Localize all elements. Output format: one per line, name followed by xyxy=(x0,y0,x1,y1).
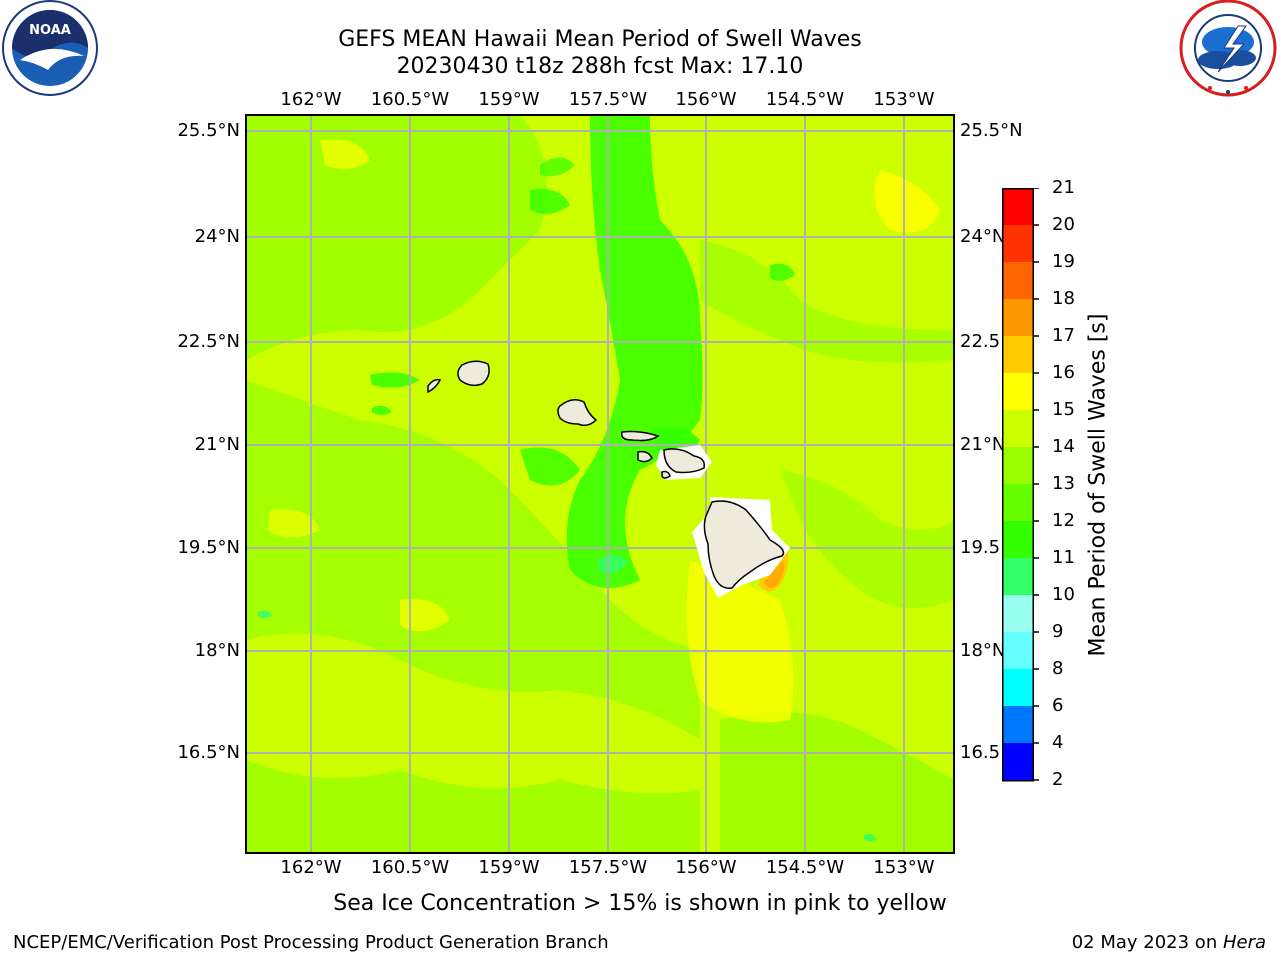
colorbar-tick-label: 8 xyxy=(1052,658,1064,679)
colorbar-segment xyxy=(1002,595,1034,632)
island-kauai xyxy=(457,360,490,387)
nws-logo xyxy=(1179,0,1277,97)
lat-tick-left: 24°N xyxy=(194,226,240,247)
colorbar-segment xyxy=(1002,743,1034,780)
colorbar-tick-label: 9 xyxy=(1052,621,1064,642)
lon-tick-top: 154.5°W xyxy=(765,89,845,110)
lat-tick-left: 18°N xyxy=(194,640,240,661)
island-oahu xyxy=(557,399,598,427)
island-niihau xyxy=(427,378,442,394)
colorbar-tick-label: 21 xyxy=(1052,177,1075,198)
colorbar-frame xyxy=(1002,188,1034,782)
colorbar-segment xyxy=(1002,410,1034,447)
colorbar-segment xyxy=(1002,521,1034,558)
lon-tick-top: 162°W xyxy=(280,89,342,110)
colorbar-tick-label: 11 xyxy=(1052,547,1075,568)
colorbar-tick-label: 2 xyxy=(1052,769,1064,790)
swell-period-field xyxy=(246,115,954,853)
footer-date-text: 02 May 2023 on xyxy=(1071,932,1223,953)
lon-tick-top: 159°W xyxy=(478,89,540,110)
island-lanai xyxy=(637,450,653,463)
colorbar-segment xyxy=(1002,558,1034,595)
lat-tick-left: 21°N xyxy=(194,434,240,455)
noaa-logo-text: NOAA xyxy=(29,23,71,38)
colorbar-tick-label: 4 xyxy=(1052,732,1064,753)
lon-tick-bottom: 159°W xyxy=(478,857,540,878)
lat-tick-left: 25.5°N xyxy=(177,120,240,141)
noaa-logo: NOAA xyxy=(2,0,98,96)
hawaiian-islands xyxy=(427,360,785,589)
lon-tick-bottom: 160.5°W xyxy=(370,857,450,878)
colorbar-title: Mean Period of Swell Waves [s] xyxy=(1085,313,1111,657)
lat-tick-right: 24°N xyxy=(960,226,1006,247)
footer-host: Hera xyxy=(1222,932,1266,953)
colorbar-segment xyxy=(1002,225,1034,262)
colorbar-tick-label: 10 xyxy=(1052,584,1075,605)
colorbar-segment xyxy=(1002,669,1034,706)
lon-tick-bottom: 156°W xyxy=(675,857,737,878)
sea-ice-note: Sea Ice Concentration > 15% is shown in … xyxy=(333,891,947,916)
lon-tick-top: 153°W xyxy=(873,89,935,110)
lat-tick-right: 18°N xyxy=(960,640,1006,661)
lat-tick-right: 19.5 xyxy=(960,537,1001,558)
colorbar-segment xyxy=(1002,373,1034,410)
island-hawaii xyxy=(703,500,785,589)
map-title: GEFS MEAN Hawaii Mean Period of Swell Wa… xyxy=(338,27,862,52)
lat-tick-right: 22.5 xyxy=(960,331,1001,352)
colorbar-segment xyxy=(1002,299,1034,336)
colorbar-tick-label: 6 xyxy=(1052,695,1064,716)
island-kahoolawe xyxy=(661,470,671,479)
lon-tick-bottom: 162°W xyxy=(280,857,342,878)
colorbar-tick-label: 12 xyxy=(1052,510,1075,531)
colorbar-segment xyxy=(1002,336,1034,373)
lon-tick-top: 160.5°W xyxy=(370,89,450,110)
lat-tick-right: 21°N xyxy=(960,434,1006,455)
colorbar-segment xyxy=(1002,447,1034,484)
colorbar-tick-label: 20 xyxy=(1052,214,1075,235)
colorbar-tick-label: 18 xyxy=(1052,288,1075,309)
lat-tick-right: 25.5°N xyxy=(960,120,1023,141)
colorbar-segment xyxy=(1002,484,1034,521)
colorbar-segment xyxy=(1002,706,1034,743)
lon-tick-top: 156°W xyxy=(675,89,737,110)
lat-tick-left: 22.5°N xyxy=(177,331,240,352)
lat-tick-left: 19.5°N xyxy=(177,537,240,558)
colorbar-strip xyxy=(1002,188,1039,782)
colorbar-tick-label: 14 xyxy=(1052,436,1075,457)
lat-tick-right: 16.5 xyxy=(960,742,1001,763)
island-maui xyxy=(663,448,706,474)
island-molokai xyxy=(620,430,660,442)
lat-tick-left: 16.5°N xyxy=(177,742,240,763)
colorbar-tick-label: 15 xyxy=(1052,399,1075,420)
footer-date: 02 May 2023 on Hera xyxy=(1072,932,1266,953)
map-grid xyxy=(246,115,954,853)
colorbar-tick-label: 13 xyxy=(1052,473,1075,494)
footer-credit: NCEP/EMC/Verification Post Processing Pr… xyxy=(13,932,609,953)
colorbar-tick-label: 16 xyxy=(1052,362,1075,383)
colorbar-segment xyxy=(1002,632,1034,669)
lon-tick-top: 157.5°W xyxy=(568,89,648,110)
lon-tick-bottom: 153°W xyxy=(873,857,935,878)
map-frame xyxy=(245,114,955,854)
map-subtitle: 20230430 t18z 288h fcst Max: 17.10 xyxy=(396,54,804,79)
lon-tick-bottom: 157.5°W xyxy=(568,857,648,878)
colorbar-segment xyxy=(1002,262,1034,299)
lon-tick-bottom: 154.5°W xyxy=(765,857,845,878)
colorbar-tick-label: 17 xyxy=(1052,325,1075,346)
colorbar-tick-label: 19 xyxy=(1052,251,1075,272)
colorbar-segment xyxy=(1002,188,1034,225)
